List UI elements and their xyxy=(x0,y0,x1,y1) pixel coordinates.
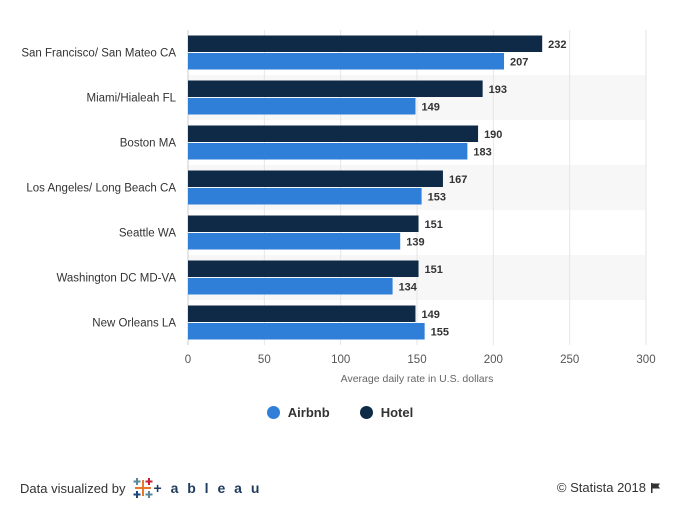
bar-hotel[interactable] xyxy=(188,125,479,143)
statista-credit[interactable]: © Statista 2018 xyxy=(557,480,662,495)
legend-item-airbnb[interactable]: Airbnb xyxy=(266,405,330,420)
data-label-hotel: 149 xyxy=(421,309,439,321)
copyright-text: © Statista 2018 xyxy=(556,480,646,495)
bar-airbnb[interactable] xyxy=(188,53,505,70)
data-label-airbnb: 207 xyxy=(510,56,528,68)
bar-hotel[interactable] xyxy=(188,35,543,53)
x-tick-label: 100 xyxy=(331,354,350,366)
bar-hotel[interactable] xyxy=(188,80,483,98)
data-label-hotel: 190 xyxy=(484,129,502,141)
category-label: Los Angeles/ Long Beach CA xyxy=(26,183,176,195)
visualized-by-text: Data visualized by xyxy=(20,480,126,496)
bar-hotel[interactable] xyxy=(188,170,443,188)
bar-airbnb[interactable] xyxy=(188,278,393,295)
data-label-hotel: 151 xyxy=(425,264,443,276)
x-tick-label: 150 xyxy=(407,354,426,366)
bar-airbnb[interactable] xyxy=(188,98,416,115)
bar-hotel[interactable] xyxy=(188,305,416,323)
bar-airbnb[interactable] xyxy=(188,323,425,340)
x-tick-label: 200 xyxy=(484,354,503,366)
data-label-airbnb: 149 xyxy=(421,101,439,113)
x-tick-label: 250 xyxy=(560,354,579,366)
data-label-airbnb: 183 xyxy=(473,146,491,158)
data-label-airbnb: 134 xyxy=(399,281,418,293)
data-label-hotel: 232 xyxy=(548,39,566,51)
bar-airbnb[interactable] xyxy=(188,188,422,205)
category-label: Washington DC MD-VA xyxy=(56,273,176,285)
bar-chart: 0 50 100 150 200 250 300 Average daily rate in … xyxy=(21,30,656,385)
data-label-hotel: 151 xyxy=(425,219,443,231)
x-axis-title: Average daily rate in U.S. dollars xyxy=(341,373,494,385)
x-tick-label: 50 xyxy=(258,354,271,366)
tableau-cross-icon xyxy=(133,478,152,498)
bar-hotel[interactable] xyxy=(188,260,419,278)
x-tick-label: 0 xyxy=(185,354,191,366)
data-label-airbnb: 153 xyxy=(428,191,446,203)
legend-swatch-airbnb xyxy=(266,406,280,419)
category-label: San Francisco/ San Mateo CA xyxy=(21,48,176,60)
chart-svg: 0 50 100 150 200 250 300 Average daily rate in … xyxy=(21,30,656,385)
legend-item-hotel[interactable]: Hotel xyxy=(359,405,414,420)
category-label: New Orleans LA xyxy=(92,318,176,330)
bar-hotel[interactable] xyxy=(188,215,419,233)
data-label-airbnb: 139 xyxy=(406,236,424,248)
data-label-hotel: 167 xyxy=(449,174,467,186)
bar-airbnb[interactable] xyxy=(188,233,401,250)
legend-swatch-hotel xyxy=(359,406,373,419)
tableau-logo: + a b l e a u xyxy=(132,477,262,499)
legend-label-airbnb: Airbnb xyxy=(287,405,330,420)
category-label: Seattle WA xyxy=(119,228,176,240)
category-label: Boston MA xyxy=(120,138,177,150)
tableau-wordmark: + a b l e a u xyxy=(153,480,262,496)
tableau-credit[interactable]: Data visualized by + a b l e a u xyxy=(20,477,262,499)
data-label-hotel: 193 xyxy=(489,84,507,96)
legend-label-hotel: Hotel xyxy=(380,405,414,420)
data-label-airbnb: 155 xyxy=(431,326,449,338)
flag-icon[interactable] xyxy=(650,482,662,494)
category-label: Miami/Hialeah FL xyxy=(87,93,177,105)
legend: Airbnb Hotel xyxy=(0,405,680,420)
x-tick-label: 300 xyxy=(636,354,655,366)
bar-airbnb[interactable] xyxy=(188,143,468,160)
